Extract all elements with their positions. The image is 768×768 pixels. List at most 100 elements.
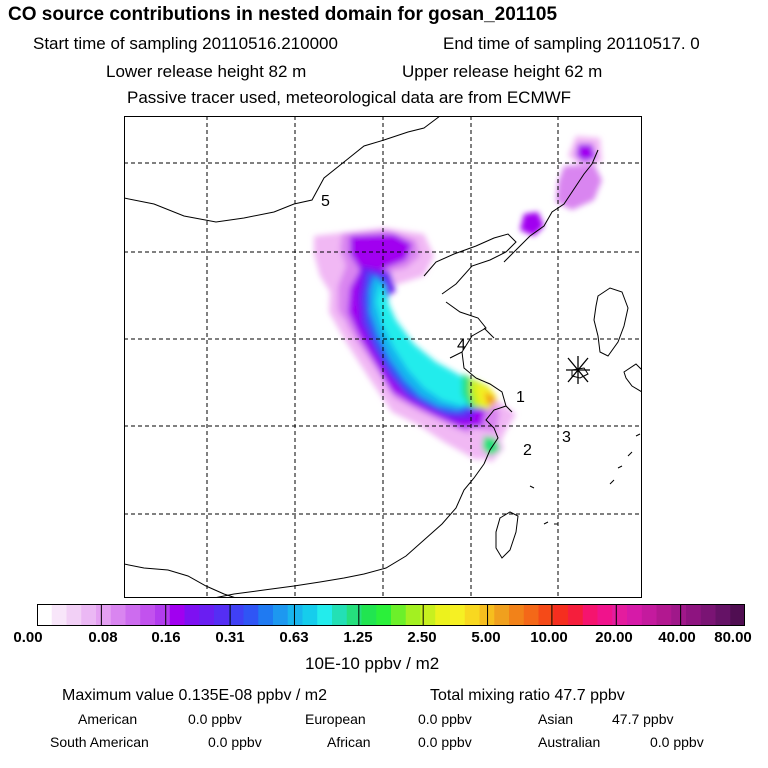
colorbar-cell (184, 604, 200, 626)
colorbar-unit: 10E-10 ppbv / m2 (305, 654, 440, 673)
colorbar-tick-label: 40.00 (658, 629, 696, 646)
tracer-note: Passive tracer used, meteorological data… (127, 88, 572, 107)
maximum-value-label: Maximum value 0.135E-08 ppbv / m2 (62, 687, 328, 704)
region-name: South American (50, 734, 149, 750)
region-labels: 1 2 3 4 5 (321, 193, 571, 459)
colorbar-cell (612, 604, 628, 626)
bohai-coast (423, 233, 517, 295)
colorbar-tick-label: 20.00 (595, 629, 633, 646)
total-mixing-ratio-label: Total mixing ratio 47.7 ppbv (430, 687, 625, 704)
colorbar-cell (169, 604, 185, 626)
colorbar-cell (243, 604, 259, 626)
colorbar-cell (110, 604, 126, 626)
colorbar-cell (37, 604, 53, 626)
region-label-2: 2 (523, 442, 532, 459)
kyushu-island (623, 363, 642, 393)
inner-coast-line (449, 327, 513, 413)
colorbar-cell (317, 604, 333, 626)
colorbar-cell (199, 604, 215, 626)
colorbar-cell (730, 604, 745, 626)
region-label-4: 4 (457, 337, 466, 354)
colorbar-cell (641, 604, 657, 626)
colorbar-cell (214, 604, 230, 626)
colorbar-tick-label: 80.00 (714, 629, 752, 646)
colorbar-cell (405, 604, 421, 626)
colorbar-cell (391, 604, 407, 626)
region-value: 0.0 ppbv (418, 734, 472, 750)
start-time-label: Start time of sampling 20110516.210000 (33, 34, 338, 53)
colorbar (37, 604, 745, 626)
station-marker (566, 356, 590, 384)
colorbar-cell (66, 604, 82, 626)
region-name: European (305, 711, 366, 727)
colorbar-cell (228, 604, 244, 626)
colorbar-cell (140, 604, 156, 626)
region-value: 0.0 ppbv (650, 734, 704, 750)
colorbar-tick-label: 0.16 (151, 629, 181, 646)
small-islands (529, 433, 641, 525)
plume-cyan-area (376, 282, 476, 406)
lower-release-height-label: Lower release height 82 m (106, 62, 307, 81)
region-value: 0.0 ppbv (418, 711, 472, 727)
region-label-5: 5 (321, 193, 330, 210)
region-name: Australian (538, 734, 601, 750)
colorbar-cell (125, 604, 141, 626)
region-name: African (327, 734, 371, 750)
upper-release-height-label: Upper release height 62 m (402, 62, 603, 81)
colorbar-tick-label: 0.31 (215, 629, 245, 646)
source-contribution-map: 1 2 3 4 5 (124, 116, 642, 598)
north-border-line (124, 116, 441, 223)
colorbar-tick-label: 0.63 (279, 629, 309, 646)
region-value: 0.0 ppbv (208, 734, 262, 750)
plume-orange-area (484, 392, 496, 406)
region-name: American (78, 711, 138, 727)
plume-layer (314, 136, 602, 462)
grid-lines (124, 116, 642, 598)
colorbar-cell (464, 604, 480, 626)
chart-title: CO source contributions in nested domain… (8, 4, 558, 25)
colorbar-frame (37, 604, 745, 626)
colorbar-cell (656, 604, 672, 626)
colorbar-cell (287, 604, 303, 626)
colorbar-cell (700, 604, 716, 626)
southeast-china-coast (213, 463, 485, 598)
colorbar-cell (538, 604, 554, 626)
colorbar-cell (258, 604, 274, 626)
colorbar-tick-label: 10.00 (530, 629, 568, 646)
colorbar-cell (273, 604, 289, 626)
yangtze-delta-coast (475, 377, 507, 465)
map-frame (124, 116, 642, 598)
region-name: Asian (538, 711, 574, 727)
colorbar-cell (671, 604, 687, 626)
coastline-layer (124, 116, 642, 598)
colorbar-cell (582, 604, 598, 626)
colorbar-tick-label: 0.00 (13, 629, 43, 646)
colorbar-cell (346, 604, 362, 626)
colorbar-cell (553, 604, 569, 626)
colorbar-cell (435, 604, 451, 626)
region-label-3: 3 (562, 429, 571, 446)
region-label-1: 1 (516, 389, 525, 406)
colorbar-cell (450, 604, 466, 626)
colorbar-cell (715, 604, 731, 626)
colorbar-tick-label: 0.08 (88, 629, 118, 646)
region-value: 0.0 ppbv (188, 711, 242, 727)
colorbar-tick-label: 5.00 (471, 629, 501, 646)
plume-northeast-violet-spot (576, 144, 596, 162)
colorbar-cell (568, 604, 584, 626)
colorbar-tick-label: 2.50 (407, 629, 437, 646)
west-landmass-outline (124, 563, 237, 598)
shandong-coast (445, 301, 487, 379)
taiwan-island (495, 511, 519, 559)
colorbar-cell (509, 604, 525, 626)
jeju-island (571, 367, 589, 379)
colorbar-cell (376, 604, 392, 626)
colorbar-cell (686, 604, 702, 626)
colorbar-cell (627, 604, 643, 626)
region-value: 47.7 ppbv (612, 711, 674, 727)
korea-peninsula-outline (593, 287, 629, 357)
colorbar-cell (332, 604, 348, 626)
colorbar-cell (597, 604, 613, 626)
end-time-label: End time of sampling 20110517. 0 (443, 34, 700, 53)
colorbar-cell (494, 604, 510, 626)
